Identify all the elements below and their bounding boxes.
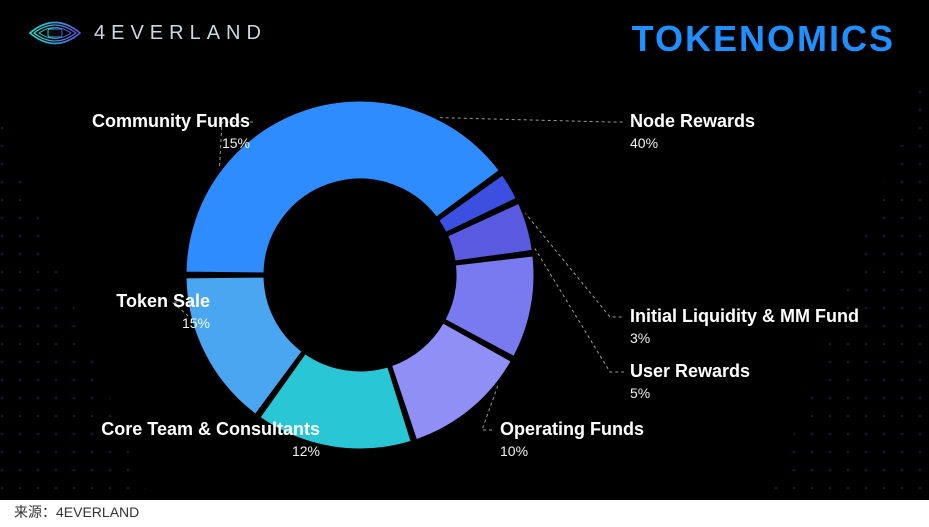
chart-label-name: Core Team & Consultants	[101, 418, 320, 441]
chart-label: Core Team & Consultants 12%	[101, 418, 320, 460]
source-footer: 来源：4EVERLAND	[14, 502, 139, 522]
brand-logo-icon	[28, 18, 82, 48]
chart-label-pct: 10%	[500, 443, 644, 461]
chart-label-pct: 5%	[630, 385, 750, 403]
chart-label-name: Operating Funds	[500, 418, 644, 441]
chart-label: Community Funds 15%	[92, 110, 250, 152]
chart-label-name: Initial Liquidity & MM Fund	[630, 305, 859, 328]
chart-label-pct: 12%	[101, 443, 320, 461]
brand: 4EVERLAND	[28, 18, 267, 48]
page-title: TOKENOMICS	[632, 18, 895, 60]
chart-label-name: User Rewards	[630, 360, 750, 383]
chart-label: User Rewards 5%	[630, 360, 750, 402]
chart-label-name: Node Rewards	[630, 110, 755, 133]
chart-label: Node Rewards 40%	[630, 110, 755, 152]
chart-label-pct: 15%	[116, 315, 210, 333]
chart-label-name: Community Funds	[92, 110, 250, 133]
chart-label: Operating Funds 10%	[500, 418, 644, 460]
chart-label-name: Token Sale	[116, 290, 210, 313]
brand-name: 4EVERLAND	[94, 22, 267, 45]
chart-label-pct: 3%	[630, 330, 859, 348]
chart-label: Token Sale 15%	[116, 290, 210, 332]
chart-label: Initial Liquidity & MM Fund 3%	[630, 305, 859, 347]
chart-label-pct: 40%	[630, 135, 755, 153]
chart-label-pct: 15%	[92, 135, 250, 153]
